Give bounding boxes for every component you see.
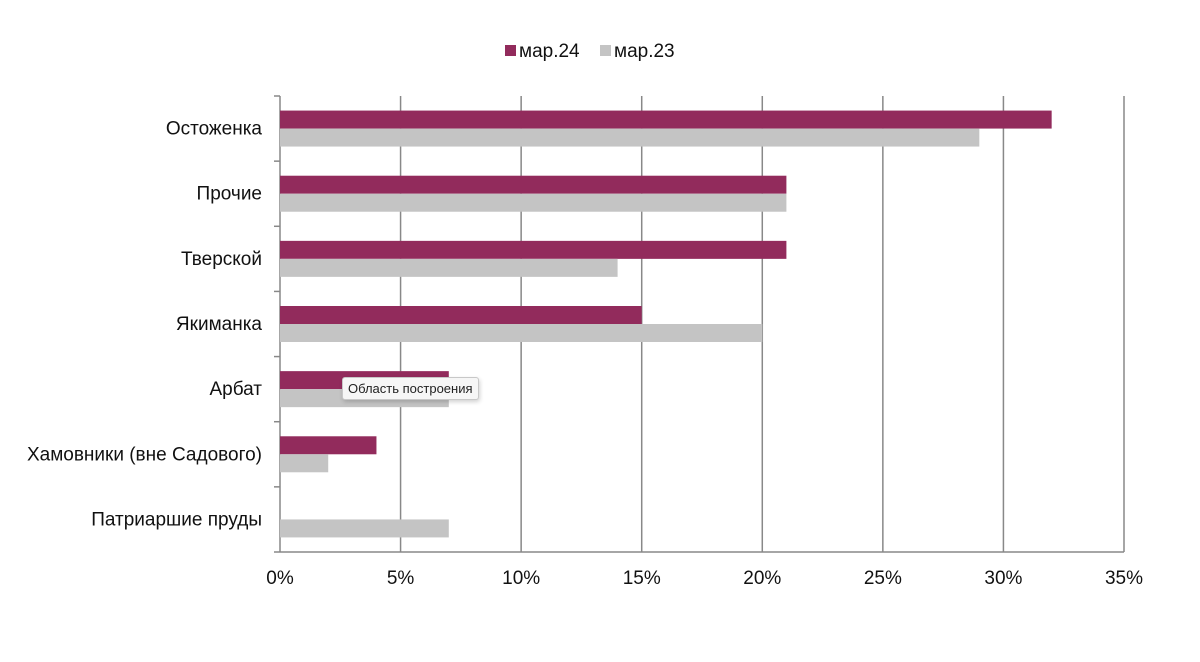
- category-label: Остоженка: [166, 119, 263, 140]
- x-tick-label: 10%: [502, 568, 540, 589]
- bar-series2[interactable]: [280, 454, 329, 473]
- plot-area-tooltip: Область построения: [342, 377, 479, 400]
- x-tick-label: 20%: [743, 568, 781, 589]
- category-label: Хамовники (вне Садового): [27, 444, 262, 465]
- legend-label: мар.23: [614, 41, 675, 62]
- category-label: Якиманка: [176, 314, 262, 335]
- bar-series1[interactable]: [280, 306, 642, 324]
- bar-series1[interactable]: [280, 110, 1052, 129]
- x-tick-label: 15%: [623, 568, 661, 589]
- bar-series2[interactable]: [280, 128, 980, 147]
- x-tick-label: 0%: [266, 568, 294, 589]
- bar-series2[interactable]: [280, 258, 618, 277]
- legend-swatch: [505, 45, 516, 56]
- x-tick-label: 5%: [387, 568, 415, 589]
- bar-series2[interactable]: [280, 324, 763, 342]
- category-label: Арбат: [209, 379, 262, 400]
- x-tick-label: 35%: [1105, 568, 1143, 589]
- bar-series2[interactable]: [280, 193, 787, 212]
- legend-label: мар.24: [519, 41, 580, 62]
- x-tick-label: 30%: [984, 568, 1022, 589]
- category-label: Тверской: [181, 249, 262, 270]
- bar-series1[interactable]: [280, 240, 787, 259]
- category-label: Прочие: [197, 184, 262, 205]
- bar-series1[interactable]: [280, 175, 787, 194]
- bar-series2[interactable]: [280, 519, 449, 538]
- legend-swatch: [600, 45, 611, 56]
- x-tick-label: 25%: [864, 568, 902, 589]
- bar-series1[interactable]: [280, 436, 377, 455]
- category-label: Патриаршие пруды: [91, 509, 262, 530]
